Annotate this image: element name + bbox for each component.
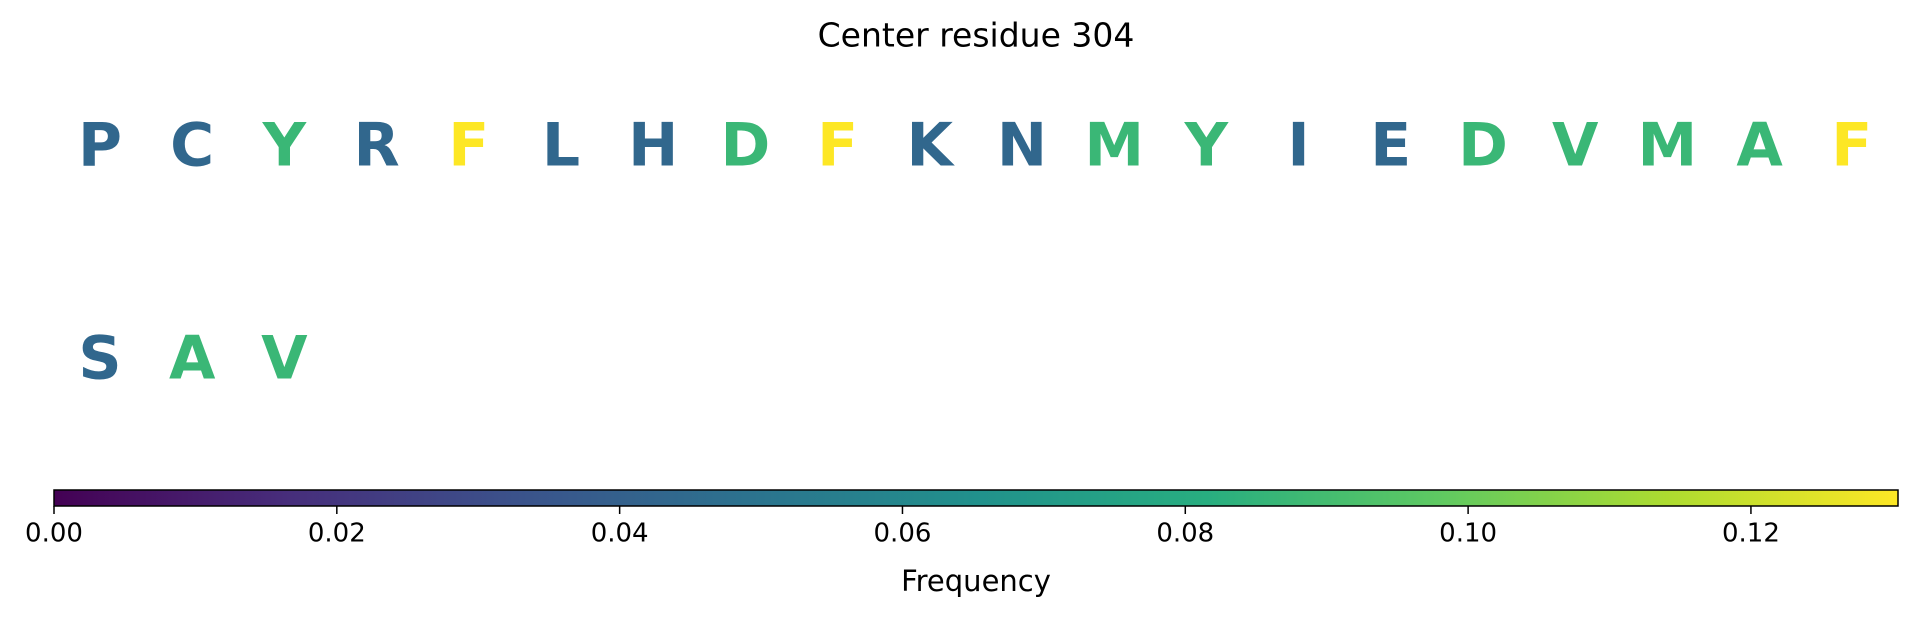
x-tick-label: 0.04 bbox=[591, 519, 649, 549]
residue-letter: E bbox=[1370, 111, 1411, 181]
residue-letter: R bbox=[353, 111, 399, 181]
residue-letter: H bbox=[628, 111, 678, 181]
residue-letter: V bbox=[1552, 111, 1599, 181]
x-axis-label: Frequency bbox=[901, 564, 1051, 598]
residue-letter: Y bbox=[1184, 111, 1230, 181]
residue-letter: I bbox=[1287, 111, 1309, 181]
x-tick-label: 0.08 bbox=[1156, 519, 1214, 549]
residue-letter: K bbox=[907, 111, 956, 181]
residue-letter: F bbox=[817, 111, 858, 181]
residue-letter: A bbox=[1736, 111, 1783, 181]
residue-letter: M bbox=[1084, 111, 1144, 181]
x-tick-label: 0.06 bbox=[874, 519, 932, 549]
residue-letter: V bbox=[261, 324, 308, 394]
residue-letter: A bbox=[169, 324, 216, 394]
residue-letter: D bbox=[1458, 111, 1508, 181]
x-tick-label: 0.00 bbox=[25, 519, 83, 549]
residue-letter: D bbox=[720, 111, 770, 181]
chart-title: Center residue 304 bbox=[818, 16, 1135, 55]
residue-letter: S bbox=[78, 324, 121, 394]
colorbar bbox=[53, 489, 1899, 507]
residue-letter: P bbox=[78, 111, 122, 181]
residue-letter: Y bbox=[262, 111, 308, 181]
x-tick-label: 0.02 bbox=[308, 519, 366, 549]
residue-letter: F bbox=[1831, 111, 1872, 181]
x-tick-label: 0.10 bbox=[1439, 519, 1497, 549]
residue-letter: N bbox=[997, 111, 1047, 181]
residue-letter: L bbox=[542, 111, 580, 181]
residue-letter: F bbox=[448, 111, 489, 181]
residue-letter: M bbox=[1638, 111, 1698, 181]
residue-letter: C bbox=[170, 111, 214, 181]
x-tick-label: 0.12 bbox=[1722, 519, 1780, 549]
